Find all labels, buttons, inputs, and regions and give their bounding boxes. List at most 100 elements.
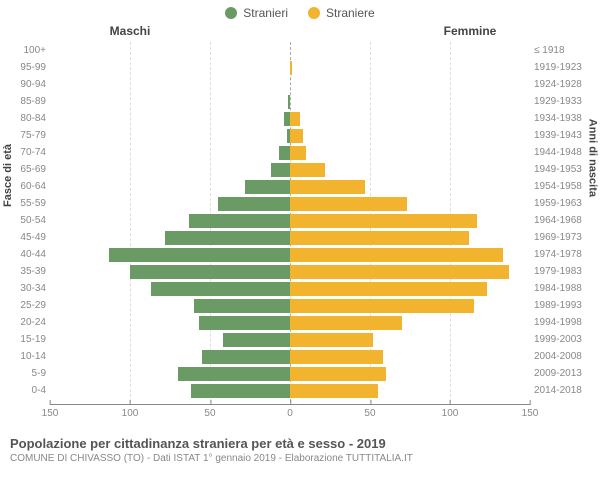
birth-year-label: 1984-1988 <box>534 283 598 294</box>
plot-area: 100+≤ 191895-991919-192390-941924-192885… <box>50 42 530 402</box>
age-label: 75-79 <box>2 130 46 141</box>
birth-year-label: 1999-2003 <box>534 334 598 345</box>
birth-year-label: 1939-1943 <box>534 130 598 141</box>
x-tick: 100 <box>442 405 459 419</box>
birth-year-label: 1919-1923 <box>534 62 598 73</box>
birth-year-label: ≤ 1918 <box>534 45 598 56</box>
birth-year-label: 1924-1928 <box>534 79 598 90</box>
x-tick: 50 <box>204 405 215 419</box>
bar-female <box>290 367 386 381</box>
pyramid-row: 50-541964-1968 <box>50 212 530 229</box>
age-label: 0-4 <box>2 385 46 396</box>
age-label: 5-9 <box>2 368 46 379</box>
age-label: 60-64 <box>2 181 46 192</box>
age-label: 25-29 <box>2 300 46 311</box>
age-label: 55-59 <box>2 198 46 209</box>
pyramid-row: 55-591959-1963 <box>50 195 530 212</box>
pyramid-row: 80-841934-1938 <box>50 110 530 127</box>
pyramid-row: 30-341984-1988 <box>50 280 530 297</box>
birth-year-label: 1969-1973 <box>534 232 598 243</box>
age-label: 85-89 <box>2 96 46 107</box>
age-label: 10-14 <box>2 351 46 362</box>
x-tick: 0 <box>287 405 293 419</box>
bar-male <box>130 265 290 279</box>
bar-female <box>290 299 474 313</box>
chart-subtitle: COMUNE DI CHIVASSO (TO) - Dati ISTAT 1° … <box>10 453 590 464</box>
age-label: 40-44 <box>2 249 46 260</box>
age-label: 20-24 <box>2 317 46 328</box>
bar-female <box>290 129 303 143</box>
pyramid-row: 0-42014-2018 <box>50 382 530 399</box>
bar-male <box>151 282 290 296</box>
bar-female <box>290 248 503 262</box>
bar-male <box>109 248 290 262</box>
birth-year-label: 1949-1953 <box>534 164 598 175</box>
birth-year-label: 1964-1968 <box>534 215 598 226</box>
bar-male <box>199 316 290 330</box>
pyramid-row: 90-941924-1928 <box>50 76 530 93</box>
age-label: 15-19 <box>2 334 46 345</box>
pyramid-row: 35-391979-1983 <box>50 263 530 280</box>
pyramid-row: 5-92009-2013 <box>50 365 530 382</box>
bar-female <box>290 163 325 177</box>
birth-year-label: 2009-2013 <box>534 368 598 379</box>
age-label: 100+ <box>2 45 46 56</box>
age-label: 65-69 <box>2 164 46 175</box>
bar-male <box>218 197 290 211</box>
age-label: 30-34 <box>2 283 46 294</box>
bar-female <box>290 316 402 330</box>
age-label: 95-99 <box>2 62 46 73</box>
age-label: 80-84 <box>2 113 46 124</box>
x-tick: 150 <box>42 405 59 419</box>
bar-male <box>194 299 290 313</box>
age-label: 90-94 <box>2 79 46 90</box>
bar-male <box>245 180 290 194</box>
chart-area: Fasce di età Anni di nascita 100+≤ 19189… <box>0 42 600 432</box>
x-tick: 50 <box>364 405 375 419</box>
pyramid-row: 10-142004-2008 <box>50 348 530 365</box>
bar-female <box>290 61 292 75</box>
legend-label-male: Stranieri <box>243 6 288 20</box>
pyramid-row: 40-441974-1978 <box>50 246 530 263</box>
age-label: 45-49 <box>2 232 46 243</box>
birth-year-label: 1934-1938 <box>534 113 598 124</box>
age-label: 70-74 <box>2 147 46 158</box>
pyramid-row: 85-891929-1933 <box>50 93 530 110</box>
birth-year-label: 1944-1948 <box>534 147 598 158</box>
birth-year-label: 1989-1993 <box>534 300 598 311</box>
birth-year-label: 2014-2018 <box>534 385 598 396</box>
legend-swatch-male <box>225 7 237 19</box>
pyramid-row: 25-291989-1993 <box>50 297 530 314</box>
header-male: Maschi <box>0 24 300 38</box>
pyramid-row: 65-691949-1953 <box>50 161 530 178</box>
x-axis: 15010050050100150 <box>50 404 530 432</box>
pyramid-row: 15-191999-2003 <box>50 331 530 348</box>
x-tick: 100 <box>122 405 139 419</box>
chart-footer: Popolazione per cittadinanza straniera p… <box>0 434 600 464</box>
age-label: 35-39 <box>2 266 46 277</box>
age-label: 50-54 <box>2 215 46 226</box>
legend-item-male: Stranieri <box>225 6 288 20</box>
birth-year-label: 1954-1958 <box>534 181 598 192</box>
bar-male <box>202 350 290 364</box>
pyramid-row: 100+≤ 1918 <box>50 42 530 59</box>
legend-item-female: Straniere <box>308 6 375 20</box>
birth-year-label: 1974-1978 <box>534 249 598 260</box>
bar-female <box>290 265 509 279</box>
bar-male <box>279 146 290 160</box>
bar-male <box>271 163 290 177</box>
bar-female <box>290 197 407 211</box>
bar-male <box>165 231 290 245</box>
column-headers: Maschi Femmine <box>0 24 600 38</box>
birth-year-label: 1979-1983 <box>534 266 598 277</box>
bar-female <box>290 231 469 245</box>
chart-title: Popolazione per cittadinanza straniera p… <box>10 436 590 451</box>
pyramid-row: 95-991919-1923 <box>50 59 530 76</box>
birth-year-label: 1929-1933 <box>534 96 598 107</box>
bar-male <box>191 384 290 398</box>
legend-label-female: Straniere <box>326 6 375 20</box>
birth-year-label: 2004-2008 <box>534 351 598 362</box>
bar-female <box>290 146 306 160</box>
pyramid-row: 60-641954-1958 <box>50 178 530 195</box>
pyramid-row: 75-791939-1943 <box>50 127 530 144</box>
